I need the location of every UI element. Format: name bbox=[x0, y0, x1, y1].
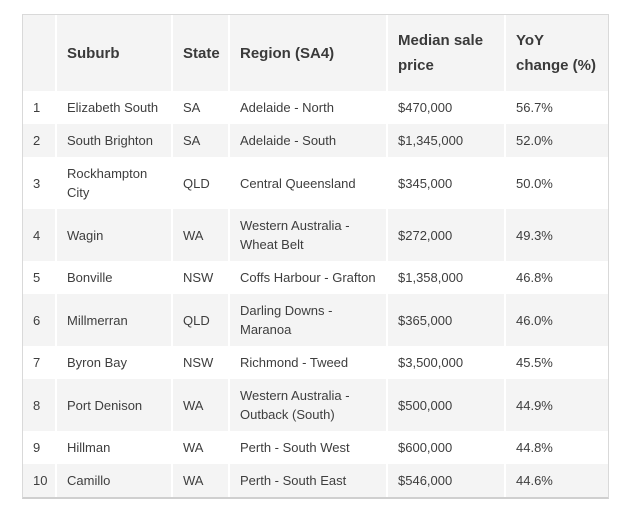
state-cell: QLD bbox=[171, 294, 228, 346]
rank-cell: 5 bbox=[23, 261, 55, 294]
yoy-change-cell: 44.6% bbox=[504, 464, 608, 497]
median-price-cell: $365,000 bbox=[386, 294, 504, 346]
rank-cell: 8 bbox=[23, 379, 55, 431]
median-price-cell: $1,358,000 bbox=[386, 261, 504, 294]
suburb-cell: Hillman bbox=[55, 431, 171, 464]
rank-cell: 10 bbox=[23, 464, 55, 497]
rank-cell: 4 bbox=[23, 209, 55, 261]
region-cell: Richmond - Tweed bbox=[228, 346, 386, 379]
median-price-cell: $470,000 bbox=[386, 91, 504, 124]
median-price-cell: $3,500,000 bbox=[386, 346, 504, 379]
header-yoy-change: YoY change (%) bbox=[504, 15, 608, 91]
table-row: 5 Bonville NSW Coffs Harbour - Grafton $… bbox=[23, 261, 608, 294]
rank-cell: 2 bbox=[23, 124, 55, 157]
yoy-change-cell: 50.0% bbox=[504, 157, 608, 209]
suburb-cell: Bonville bbox=[55, 261, 171, 294]
table-row: 9 Hillman WA Perth - South West $600,000… bbox=[23, 431, 608, 464]
median-sale-price-table: Suburb State Region (SA4) Median sale pr… bbox=[22, 14, 609, 499]
header-state: State bbox=[171, 15, 228, 91]
header-region-sa4: Region (SA4) bbox=[228, 15, 386, 91]
state-cell: SA bbox=[171, 124, 228, 157]
table-header-row: Suburb State Region (SA4) Median sale pr… bbox=[23, 15, 608, 91]
state-cell: WA bbox=[171, 464, 228, 497]
suburb-cell: Byron Bay bbox=[55, 346, 171, 379]
median-price-cell: $600,000 bbox=[386, 431, 504, 464]
header-suburb: Suburb bbox=[55, 15, 171, 91]
median-price-cell: $345,000 bbox=[386, 157, 504, 209]
rank-cell: 1 bbox=[23, 91, 55, 124]
suburb-cell: Millmerran bbox=[55, 294, 171, 346]
yoy-change-cell: 52.0% bbox=[504, 124, 608, 157]
yoy-change-cell: 45.5% bbox=[504, 346, 608, 379]
state-cell: SA bbox=[171, 91, 228, 124]
table-row: 1 Elizabeth South SA Adelaide - North $4… bbox=[23, 91, 608, 124]
median-price-cell: $546,000 bbox=[386, 464, 504, 497]
region-cell: Western Australia - Outback (South) bbox=[228, 379, 386, 431]
region-cell: Darling Downs - Maranoa bbox=[228, 294, 386, 346]
yoy-change-cell: 44.9% bbox=[504, 379, 608, 431]
state-cell: QLD bbox=[171, 157, 228, 209]
suburb-cell: Wagin bbox=[55, 209, 171, 261]
suburb-cell: Rockhampton City bbox=[55, 157, 171, 209]
state-cell: WA bbox=[171, 209, 228, 261]
yoy-change-cell: 46.0% bbox=[504, 294, 608, 346]
table-row: 10 Camillo WA Perth - South East $546,00… bbox=[23, 464, 608, 497]
state-cell: WA bbox=[171, 379, 228, 431]
region-cell: Coffs Harbour - Grafton bbox=[228, 261, 386, 294]
rank-cell: 9 bbox=[23, 431, 55, 464]
suburb-cell: Port Denison bbox=[55, 379, 171, 431]
yoy-change-cell: 56.7% bbox=[504, 91, 608, 124]
yoy-change-cell: 49.3% bbox=[504, 209, 608, 261]
yoy-change-cell: 44.8% bbox=[504, 431, 608, 464]
region-cell: Perth - South West bbox=[228, 431, 386, 464]
table-row: 8 Port Denison WA Western Australia - Ou… bbox=[23, 379, 608, 431]
state-cell: NSW bbox=[171, 261, 228, 294]
median-price-cell: $272,000 bbox=[386, 209, 504, 261]
state-cell: NSW bbox=[171, 346, 228, 379]
rank-cell: 7 bbox=[23, 346, 55, 379]
yoy-change-cell: 46.8% bbox=[504, 261, 608, 294]
rank-cell: 3 bbox=[23, 157, 55, 209]
table-row: 3 Rockhampton City QLD Central Queenslan… bbox=[23, 157, 608, 209]
region-cell: Central Queensland bbox=[228, 157, 386, 209]
rank-cell: 6 bbox=[23, 294, 55, 346]
table-row: 4 Wagin WA Western Australia - Wheat Bel… bbox=[23, 209, 608, 261]
table-row: 6 Millmerran QLD Darling Downs - Maranoa… bbox=[23, 294, 608, 346]
table-row: 7 Byron Bay NSW Richmond - Tweed $3,500,… bbox=[23, 346, 608, 379]
region-cell: Western Australia - Wheat Belt bbox=[228, 209, 386, 261]
region-cell: Adelaide - South bbox=[228, 124, 386, 157]
region-cell: Adelaide - North bbox=[228, 91, 386, 124]
state-cell: WA bbox=[171, 431, 228, 464]
median-price-cell: $1,345,000 bbox=[386, 124, 504, 157]
header-rank bbox=[23, 15, 55, 91]
header-median-sale-price: Median sale price bbox=[386, 15, 504, 91]
suburb-cell: South Brighton bbox=[55, 124, 171, 157]
suburb-cell: Elizabeth South bbox=[55, 91, 171, 124]
table-row: 2 South Brighton SA Adelaide - South $1,… bbox=[23, 124, 608, 157]
region-cell: Perth - South East bbox=[228, 464, 386, 497]
median-price-cell: $500,000 bbox=[386, 379, 504, 431]
suburb-cell: Camillo bbox=[55, 464, 171, 497]
